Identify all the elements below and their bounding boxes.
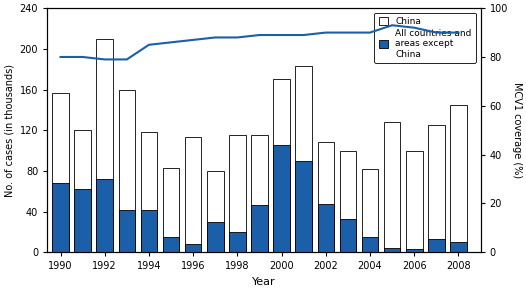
Bar — [406, 150, 422, 252]
Bar — [428, 125, 444, 252]
Bar — [274, 79, 290, 252]
Bar — [384, 122, 400, 252]
Bar — [185, 137, 201, 252]
Bar — [74, 189, 91, 252]
Bar — [450, 105, 467, 252]
Bar — [163, 168, 179, 252]
Bar — [406, 249, 422, 252]
Bar — [340, 150, 356, 252]
Bar — [185, 244, 201, 252]
Bar — [362, 169, 378, 252]
Bar — [340, 219, 356, 252]
Bar — [428, 239, 444, 252]
Bar — [140, 210, 157, 252]
Bar — [74, 130, 91, 252]
Bar — [52, 183, 69, 252]
Bar — [96, 39, 113, 252]
Bar — [118, 210, 135, 252]
Bar — [296, 66, 312, 252]
X-axis label: Year: Year — [252, 277, 276, 287]
Y-axis label: No. of cases (in thousands): No. of cases (in thousands) — [4, 64, 14, 197]
Bar — [229, 232, 246, 252]
Bar — [96, 179, 113, 252]
Bar — [251, 135, 268, 252]
Bar — [207, 222, 224, 252]
Bar — [296, 161, 312, 252]
Bar — [118, 90, 135, 252]
Bar — [318, 142, 334, 252]
Bar — [450, 242, 467, 252]
Bar — [229, 135, 246, 252]
Y-axis label: MCV1 coverage (%): MCV1 coverage (%) — [512, 82, 522, 178]
Bar — [362, 237, 378, 252]
Bar — [207, 171, 224, 252]
Legend: China, All countries and
areas except
China: China, All countries and areas except Ch… — [375, 13, 476, 63]
Bar — [140, 132, 157, 252]
Bar — [318, 205, 334, 252]
Bar — [274, 146, 290, 252]
Bar — [251, 205, 268, 252]
Bar — [384, 248, 400, 252]
Bar — [163, 237, 179, 252]
Bar — [52, 93, 69, 252]
